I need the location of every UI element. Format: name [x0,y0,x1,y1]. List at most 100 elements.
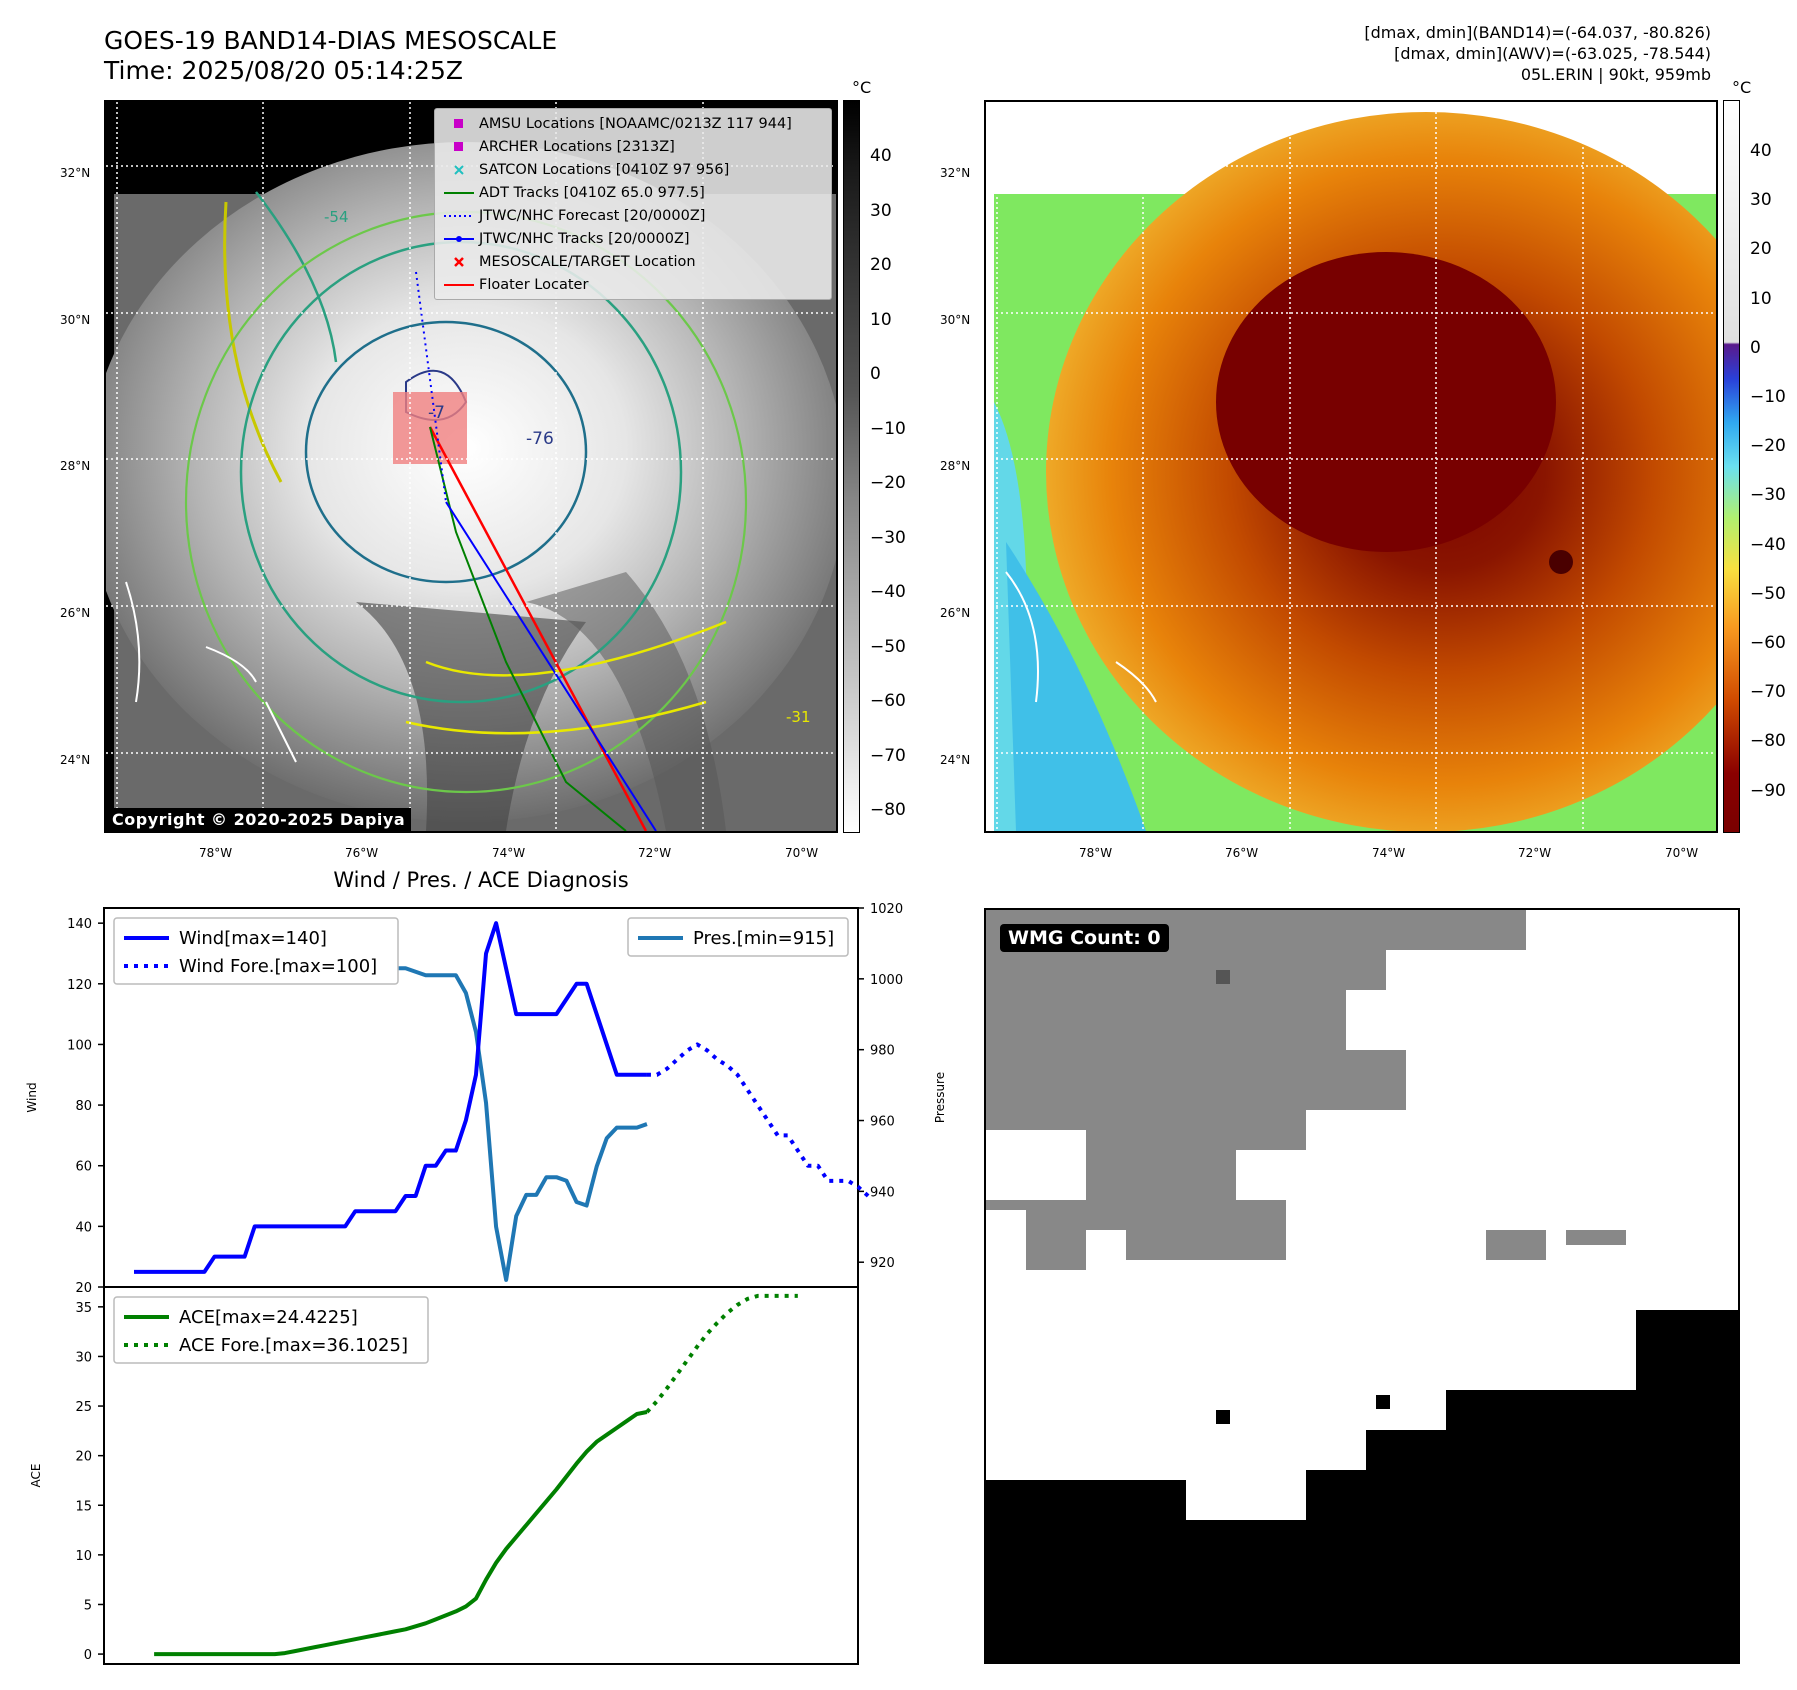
ace-series-line [154,1410,648,1657]
x-marker-icon [439,164,479,176]
color-colorbar-tick-1: 30 [1750,190,1772,211]
color-colorbar-tick-13: −90 [1750,780,1786,801]
color-lat-label: 24°N [940,753,971,767]
pressure-axis-tick-label: 960 [870,1115,895,1130]
wind-axis-tick-label: 140 [67,917,92,932]
legend-item-floater: Floater Locater [439,273,827,296]
color-lon-label: 74°W [1372,846,1406,860]
color-lat-label: 26°N [940,606,971,620]
meta-band14-range: [dmax, dmin](BAND14)=(-64.037, -80.826) [1364,23,1711,42]
color-colorbar-tick-4: 0 [1750,337,1761,358]
legend-item-archer: ARCHER Locations [2313Z] [439,135,827,158]
pressure-axis-label: Pressure [933,1072,947,1123]
color-colorbar-tick-11: −70 [1750,682,1786,703]
ir-colorbar-tick-5: −10 [870,418,906,439]
wind-legend-box [113,917,399,985]
color-colorbar-tick-12: −80 [1750,731,1786,752]
color-enhanced-map [984,100,1718,833]
color-colorbar-tick-7: −30 [1750,485,1786,506]
ir-colorbar-tick-2: 20 [870,255,892,275]
ir-colorbar-tick-9: −50 [870,636,906,657]
ace-legend-label: ACE[max=24.4225] [179,1307,358,1328]
ir-colorbar-tick-4: 0 [870,364,881,384]
wind-axis-tick-label: 40 [75,1220,92,1235]
wind-axis-label: Wind [25,1082,39,1112]
color-colorbar-tick-8: −40 [1750,534,1786,555]
ace-axis-tick-label: 30 [75,1350,92,1365]
ace-forecast-series-line [645,1293,798,1414]
color-colorbar-tick-3: 10 [1750,288,1772,309]
ir-lat-label: 32°N [60,166,91,180]
color-lon-label: 72°W [1518,846,1552,860]
ir-colorbar-tick-12: −80 [870,800,906,820]
pressure-legend-label: Pres.[min=915] [693,928,834,949]
ace-axis-tick-label: 35 [75,1301,92,1316]
legend-item-satcon: SATCON Locations [0410Z 97 956] [439,158,827,181]
dotted-line-icon [439,213,479,219]
ir-lon-label: 72°W [638,846,672,860]
square-marker-icon [439,118,479,130]
ir-colorbar-tick-8: −40 [870,582,906,602]
square-marker-icon [439,141,479,153]
wind-axis-tick-label: 100 [67,1038,92,1053]
ace-plot-frame [103,1286,859,1665]
line-marker-icon [439,282,479,288]
ace-axis-label: ACE [29,1464,43,1488]
ir-satellite-map: -54 -76 -7 -31 AMSU Locations [NOAAMC/02… [104,100,838,833]
legend-label-satcon: SATCON Locations [0410Z 97 956] [479,161,730,178]
ace-axis-tick-label: 15 [75,1499,92,1514]
legend-label-floater: Floater Locater [479,276,589,293]
color-lon-label: 78°W [1079,846,1113,860]
ir-colorbar-tick-7: −30 [870,527,906,548]
pressure-axis-tick-label: 940 [870,1185,895,1200]
ir-colorbar [843,100,860,833]
legend-item-tracks: JTWC/NHC Tracks [20/0000Z] [439,227,827,250]
chart-title: Wind / Pres. / ACE Diagnosis [333,868,628,892]
ir-lon-label: 74°W [492,846,526,860]
color-map-graphic [986,102,1716,831]
ace-axis-tick-label: 25 [75,1400,92,1415]
legend-label-adt: ADT Tracks [0410Z 65.0 977.5] [479,184,705,201]
contour-label-7: -7 [428,403,445,423]
legend-label-archer: ARCHER Locations [2313Z] [479,138,675,155]
legend-label-amsu: AMSU Locations [NOAAMC/0213Z 117 944] [479,115,792,132]
color-colorbar-tick-2: 20 [1750,239,1772,260]
wind-legend-label: Wind[max=140] [179,928,327,949]
color-lat-label: 30°N [940,313,971,327]
wind-axis-tick-label: 60 [75,1160,92,1175]
ir-colorbar-tick-6: −20 [870,473,906,493]
wind-axis-tick-label: 120 [67,978,92,993]
color-colorbar-tick-0: 40 [1750,141,1772,161]
legend-item-amsu: AMSU Locations [NOAAMC/0213Z 117 944] [439,112,827,135]
color-colorbar [1723,100,1740,833]
wind-legend-label: Wind Fore.[max=100] [179,956,377,977]
wind-axis-tick-label: 20 [75,1281,92,1296]
legend-item-adt: ADT Tracks [0410Z 65.0 977.5] [439,181,827,204]
pressure-legend-box [627,917,849,957]
ace-legend-box [113,1296,429,1364]
legend-label-tracks: JTWC/NHC Tracks [20/0000Z] [479,230,690,247]
ir-lat-label: 26°N [60,606,91,620]
color-lon-label: 70°W [1665,846,1699,860]
ir-lon-label: 70°W [785,846,819,860]
legend-label-forecast: JTWC/NHC Forecast [20/0000Z] [479,207,706,224]
map-legend: AMSU Locations [NOAAMC/0213Z 117 944] AR… [434,108,832,300]
color-colorbar-tick-5: −10 [1750,387,1786,407]
storm-metadata: [dmax, dmin](BAND14)=(-64.037, -80.826) … [1364,22,1711,85]
wind-series-line [134,921,647,1274]
ir-lat-label: 30°N [60,313,91,327]
pressure-axis-tick-label: 920 [870,1256,895,1271]
ir-lon-label: 76°W [345,846,379,860]
wmg-count-badge: WMG Count: 0 [1000,924,1169,952]
title-product: GOES-19 BAND14-DIAS MESOSCALE [104,26,558,55]
wind-axis-tick-label: 80 [75,1099,92,1114]
line-marker-icon [439,190,479,196]
pressure-axis-tick-label: 980 [870,1044,895,1059]
meta-storm-info: 05L.ERIN | 90kt, 959mb [1520,65,1711,84]
ir-colorbar-tick-1: 30 [870,200,892,221]
copyright-label: Copyright © 2020-2025 Dapiya [106,808,412,831]
ir-colorbar-tick-3: 10 [870,309,892,330]
color-colorbar-unit: °C [1732,78,1752,97]
